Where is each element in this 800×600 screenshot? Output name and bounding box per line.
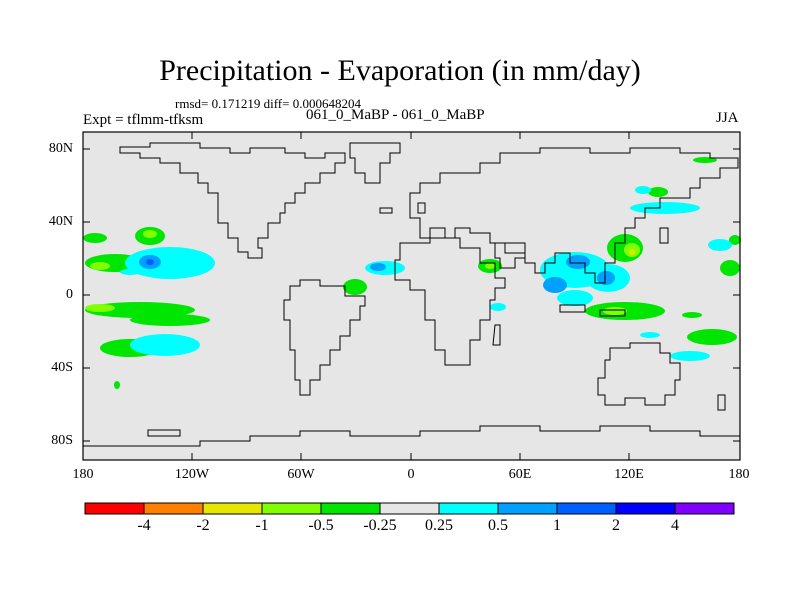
lon-tick-label: 120E <box>614 467 644 482</box>
lat-tick-label: 0 <box>66 287 73 302</box>
colorbar-label: -4 <box>137 517 151 534</box>
lon-tick-label: 60E <box>508 467 532 482</box>
colorbar-label: 4 <box>671 517 679 534</box>
colorbar-label: 1 <box>553 517 561 534</box>
colorbar-swatch <box>497 502 558 515</box>
colorbar-swatch <box>320 502 381 515</box>
lat-tick-label: 80N <box>48 141 73 156</box>
colorbar-label: -1 <box>255 517 269 534</box>
lat-tick-label: 40S <box>51 360 73 375</box>
map-title: Precipitation - Evaporation (in mm/day) <box>159 54 641 87</box>
season-label: JJA <box>716 110 739 126</box>
lon-tick-label: 0 <box>407 467 415 482</box>
colorbar <box>84 502 735 515</box>
colorbar-swatch <box>556 502 617 515</box>
lat-tick-label: 80S <box>51 433 73 448</box>
lon-tick-label: 60W <box>287 467 315 482</box>
colorbar-label: 0.25 <box>425 517 453 534</box>
anomaly-field <box>83 157 741 389</box>
stats-label: rmsd= 0.171219 diff= 0.000648204 <box>175 96 361 111</box>
coastlines <box>83 142 740 447</box>
colorbar-label: 0.5 <box>488 517 508 534</box>
lon-tick-label: 180 <box>72 467 94 482</box>
colorbar-label: -2 <box>196 517 210 534</box>
colorbar-swatch <box>674 502 735 515</box>
lon-tick-label: 180 <box>728 467 750 482</box>
lat-ticks <box>83 148 740 442</box>
lat-tick-label: 40N <box>48 214 73 229</box>
colorbar-swatch <box>143 502 204 515</box>
colorbar-swatch <box>438 502 499 515</box>
cases-label: 061_0_MaBP - 061_0_MaBP <box>306 107 485 123</box>
colorbar-swatch <box>615 502 676 515</box>
colorbar-swatch <box>84 502 145 515</box>
colorbar-swatch <box>202 502 263 515</box>
colorbar-label: 2 <box>612 517 620 534</box>
map-plot-area <box>83 132 740 460</box>
experiment-label: Expt = tflmm-tfksm <box>83 112 204 128</box>
lon-tick-label: 120W <box>174 467 210 482</box>
colorbar-label: -0.25 <box>363 517 397 534</box>
colorbar-label: -0.5 <box>308 517 334 534</box>
colorbar-swatch <box>261 502 322 515</box>
colorbar-swatch <box>379 502 440 515</box>
lon-ticks <box>191 132 630 460</box>
